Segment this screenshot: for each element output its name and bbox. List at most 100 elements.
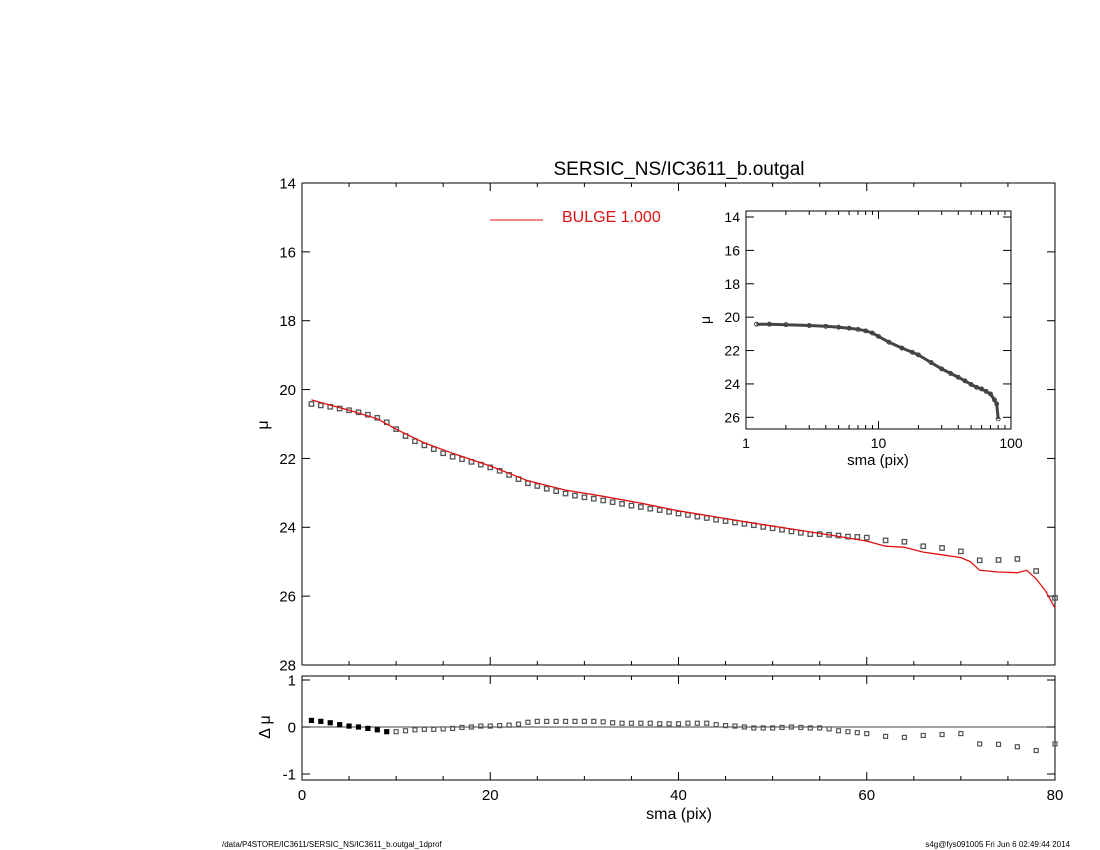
data-point <box>976 557 983 564</box>
residual-point <box>327 720 333 726</box>
residual-point <box>591 718 597 724</box>
legend: BULGE 1.000 <box>490 209 661 226</box>
residual-data-points <box>308 717 1058 754</box>
residual-point <box>713 722 719 728</box>
data-point <box>628 502 635 509</box>
y-tick-label: 22 <box>724 343 740 359</box>
inset-y-label: μ <box>697 316 713 324</box>
residual-point <box>779 724 785 731</box>
residual-point <box>450 725 456 732</box>
residual-axes: 0 20 40 60 80-101 <box>283 672 1064 804</box>
residual-point <box>487 723 493 729</box>
y-tick-label: 16 <box>724 242 740 258</box>
y-tick-label: 18 <box>279 313 296 330</box>
residual-point <box>939 731 945 738</box>
residual-point <box>497 722 503 729</box>
residual-point <box>506 722 512 728</box>
data-point <box>590 495 597 502</box>
data-point <box>666 508 672 515</box>
residual-point <box>525 719 531 725</box>
x-tick-label: 100 <box>999 435 1023 451</box>
data-point <box>656 507 663 513</box>
data-point <box>854 534 861 540</box>
residual-point <box>628 720 635 726</box>
residual-point <box>337 722 343 728</box>
residual-point <box>798 724 804 731</box>
x-tick-label: 0 <box>298 787 306 804</box>
residual-point <box>384 729 390 735</box>
residual-point <box>365 725 371 732</box>
residual-point <box>440 726 446 732</box>
residual-point <box>581 718 587 724</box>
residual-point <box>1014 744 1020 750</box>
y-tick-label: 24 <box>724 376 740 392</box>
residual-point <box>657 721 663 727</box>
data-point <box>308 401 315 407</box>
inset-x-label: sma (pix) <box>847 452 909 469</box>
residual-point <box>666 721 672 727</box>
data-point <box>638 504 644 510</box>
x-tick-label: 40 <box>670 787 687 804</box>
residual-point <box>1052 741 1058 747</box>
data-point <box>553 488 559 494</box>
residual-point <box>751 725 757 731</box>
data-point <box>1052 595 1058 601</box>
residual-panel: 0 20 40 60 80-101 Δ μ sma (pix) <box>257 672 1063 823</box>
data-point <box>920 543 927 550</box>
data-point <box>882 537 889 544</box>
data-point <box>703 515 710 521</box>
data-point <box>581 494 588 501</box>
data-point <box>939 545 945 551</box>
data-point <box>863 534 870 541</box>
residual-point <box>995 741 1002 747</box>
data-point <box>619 501 625 507</box>
main-panel: 14 16 18 20 22 24 26 28 BULGE 1.000 μ <box>255 175 1058 674</box>
data-point <box>543 485 550 492</box>
data-point <box>393 426 399 433</box>
y-tick-label: 26 <box>279 589 296 606</box>
data-point <box>534 483 541 489</box>
residual-point <box>1033 747 1039 754</box>
inset-profile-line <box>756 322 1000 420</box>
residual-point <box>817 725 823 731</box>
y-tick-label: 26 <box>724 409 740 425</box>
data-point <box>317 402 324 409</box>
residual-point <box>741 724 747 730</box>
chart-title: SERSIC_NS/IC3611_b.outgal <box>553 159 804 180</box>
y-tick-label: 18 <box>724 276 740 292</box>
residual-point <box>619 720 625 726</box>
residual-point <box>468 724 475 730</box>
residual-point <box>854 730 860 736</box>
data-point <box>562 490 569 497</box>
residual-point <box>760 725 766 731</box>
residual-point <box>393 729 399 735</box>
data-point <box>449 453 456 460</box>
residual-point <box>807 725 813 731</box>
data-point <box>713 516 720 523</box>
residual-point <box>770 725 776 731</box>
x-tick-label: 80 <box>1047 787 1064 804</box>
residual-point <box>694 720 700 726</box>
timestamp: s4g@fys091005 Fri Jun 6 02:49:44 2014 <box>925 840 1070 849</box>
residual-point <box>515 721 522 727</box>
data-point <box>440 450 447 457</box>
legend-label: BULGE 1.000 <box>562 209 661 226</box>
data-point <box>609 499 616 506</box>
residual-point <box>346 723 352 729</box>
residual-point <box>478 723 484 729</box>
residual-point <box>308 717 315 724</box>
residual-point <box>638 720 644 726</box>
residual-point <box>610 720 616 726</box>
data-point <box>722 518 729 524</box>
residual-point <box>544 718 550 724</box>
residual-point <box>704 720 710 726</box>
residual-point <box>647 720 653 726</box>
residual-point <box>977 741 983 747</box>
y-tick-label: 20 <box>724 309 740 325</box>
residual-point <box>920 732 926 739</box>
data-point <box>694 513 701 520</box>
residual-point <box>553 718 559 724</box>
residual-point <box>722 722 729 729</box>
y-tick-label: 28 <box>279 657 296 674</box>
